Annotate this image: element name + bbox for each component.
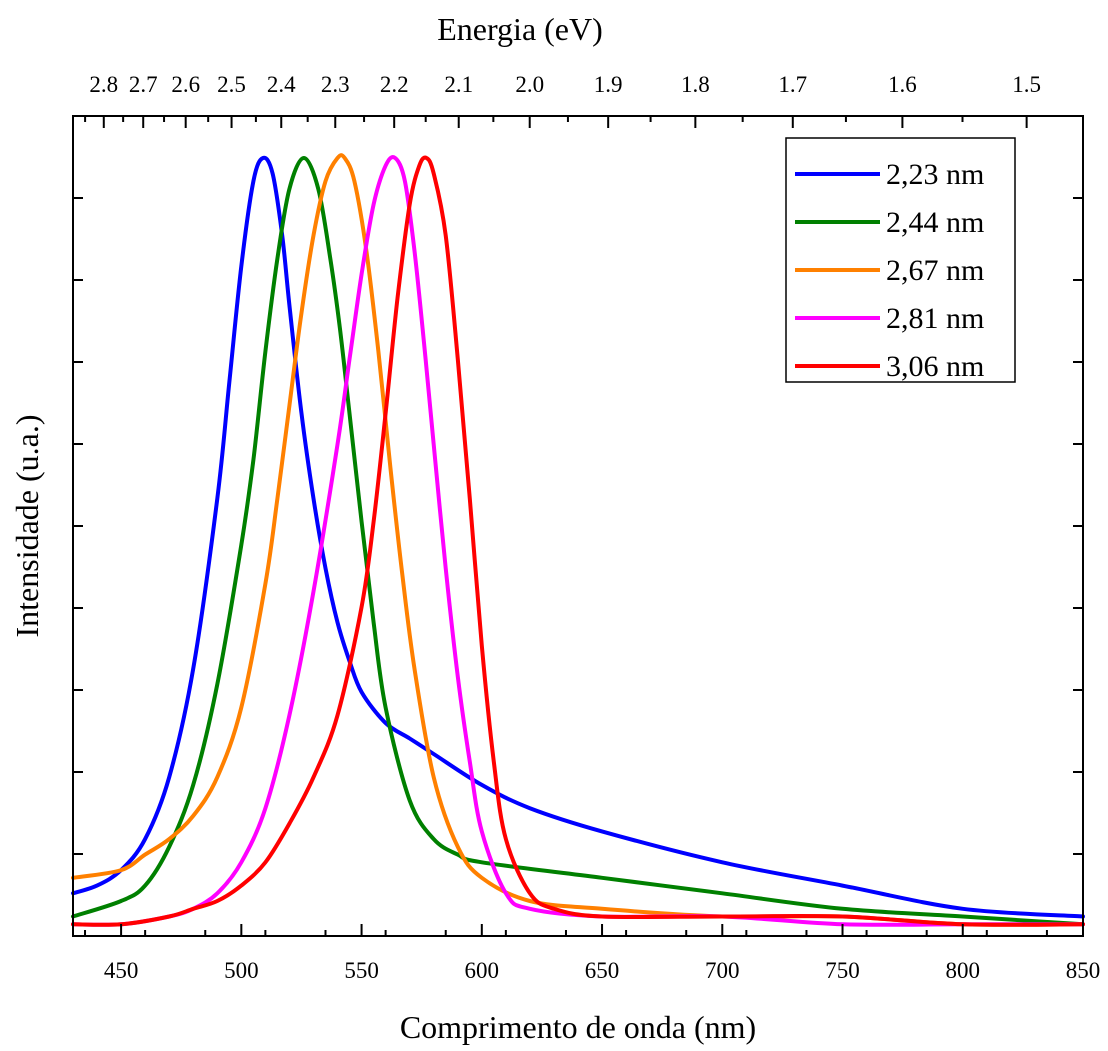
x-tick-label: 700: [705, 958, 740, 983]
x2-tick-label: 2.2: [380, 72, 409, 97]
x2-axis-title: Energia (eV): [437, 11, 603, 47]
legend-label-5: 3,06 nm: [886, 350, 984, 383]
legend-label-1: 2,23 nm: [886, 158, 984, 191]
y-axis-title: Intensidade (u.a.): [9, 414, 45, 637]
x-axis-title: Comprimento de onda (nm): [400, 1009, 756, 1045]
x-tick-label: 600: [465, 958, 500, 983]
x-tick-label: 500: [224, 958, 259, 983]
x-tick-label: 850: [1066, 958, 1101, 983]
legend-label-4: 2,81 nm: [886, 302, 984, 335]
x2-tick-label: 1.8: [681, 72, 710, 97]
series-layer: [71, 153, 1085, 927]
x2-tick-label: 1.7: [778, 72, 807, 97]
legend: 2,23 nm 2,44 nm 2,67 nm 2,81 nm 3,06 nm: [785, 137, 1016, 383]
x2-tick-label: 2.1: [444, 72, 473, 97]
legend-label-2: 2,44 nm: [886, 206, 984, 239]
x2-tick-label: 2.0: [515, 72, 544, 97]
series-line-5: [71, 155, 1085, 927]
x-tick-label: 650: [585, 958, 620, 983]
legend-box: [785, 137, 1016, 383]
x-tick-label: 550: [344, 958, 379, 983]
x2-tick-label: 2.3: [321, 72, 350, 97]
x2-tick-label: 2.6: [171, 72, 200, 97]
series-line-2: [71, 156, 1085, 927]
x-tick-label: 450: [104, 958, 139, 983]
x-tick-label: 800: [946, 958, 981, 983]
x2-tick-label: 1.5: [1012, 72, 1041, 97]
x2-tick-label: 2.7: [129, 72, 158, 97]
legend-items: 2,23 nm 2,44 nm 2,67 nm 2,81 nm 3,06 nm: [795, 158, 984, 383]
legend-label-3: 2,67 nm: [886, 254, 984, 287]
ticks-layer: 450 500 550 600 650 700 750 800 850 2.8 2.7 2.6 2.5 2…: [73, 72, 1100, 983]
series-line-1: [71, 155, 1085, 919]
series-line-3: [71, 153, 1085, 927]
x-tick-label: 750: [825, 958, 860, 983]
x2-tick-label: 1.9: [594, 72, 623, 97]
x2-tick-label: 2.5: [217, 72, 246, 97]
x2-tick-label: 2.8: [89, 72, 118, 97]
x2-tick-label: 1.6: [888, 72, 917, 97]
x2-tick-label: 2.4: [267, 72, 296, 97]
